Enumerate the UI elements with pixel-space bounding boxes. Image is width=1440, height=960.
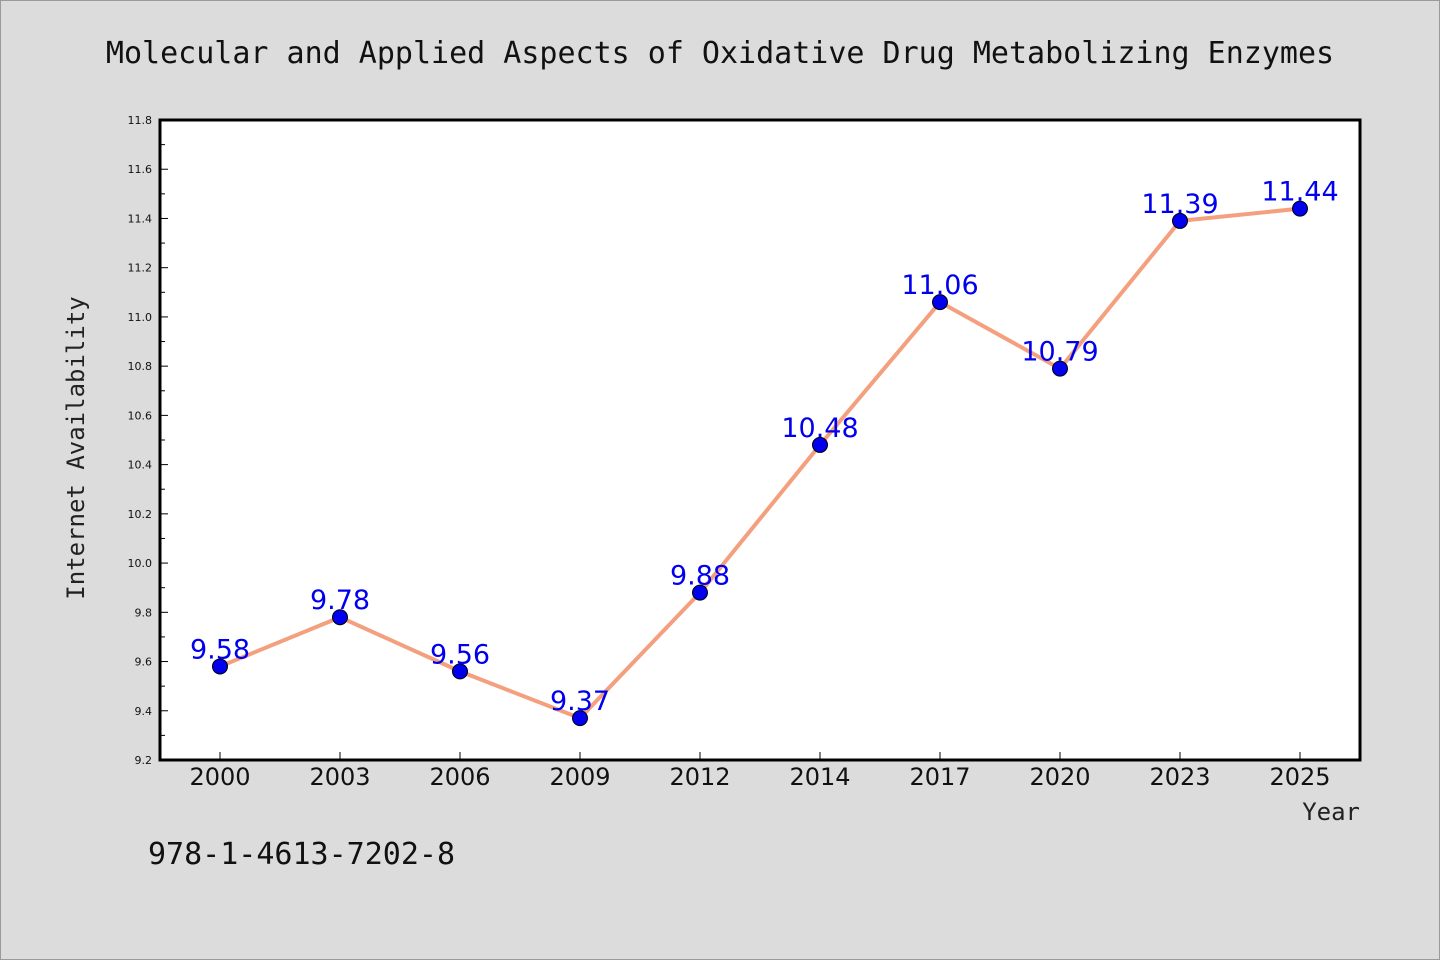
data-label: 9.56	[430, 639, 490, 670]
x-tick-label: 2006	[429, 763, 490, 791]
data-label: 9.78	[310, 585, 370, 616]
isbn-text: 978-1-4613-7202-8	[148, 837, 455, 872]
data-point	[812, 436, 828, 453]
y-tick-label: 9.8	[135, 606, 153, 619]
data-label: 10.48	[781, 413, 858, 444]
y-tick-label: 11.8	[128, 114, 153, 127]
x-tick-label: 2020	[1029, 763, 1090, 791]
y-tick-label: 11.4	[128, 212, 153, 225]
y-tick-label: 11.2	[128, 262, 153, 275]
data-label: 11.39	[1141, 189, 1218, 220]
data-label: 11.44	[1261, 177, 1338, 208]
x-tick-label: 2009	[549, 763, 610, 791]
data-label: 9.37	[550, 686, 610, 717]
x-tick-label: 2017	[909, 763, 970, 791]
y-tick-label: 11.6	[128, 163, 153, 176]
y-tick-label: 10.8	[128, 360, 153, 373]
data-label: 10.79	[1021, 337, 1098, 368]
data-label: 9.58	[190, 634, 250, 665]
y-tick-label: 9.2	[135, 754, 153, 767]
plot-area	[158, 118, 1362, 762]
x-tick-label: 2023	[1149, 763, 1210, 791]
x-tick-label: 2012	[669, 763, 730, 791]
data-point	[452, 663, 468, 680]
y-tick-label: 10.0	[128, 557, 153, 570]
data-point	[212, 658, 228, 675]
data-point	[332, 609, 348, 626]
y-axis-title: Internet Availability	[62, 296, 90, 599]
data-point	[1172, 212, 1188, 229]
y-tick-label: 11.0	[128, 311, 153, 324]
x-axis-title: Year	[1302, 798, 1360, 826]
x-tick-label: 2025	[1269, 763, 1330, 791]
series-polyline	[219, 206, 1301, 721]
series-markers	[212, 200, 1308, 727]
y-tick-label: 10.6	[128, 409, 153, 422]
data-label: 9.88	[670, 561, 730, 592]
x-tick-label: 2014	[789, 763, 850, 791]
x-axis: 2000 2003 2006 2009 2012 2014 2017 2020 2023 2025	[189, 752, 1331, 791]
data-point	[1052, 360, 1068, 377]
data-point	[692, 584, 708, 601]
x-tick-label: 2003	[309, 763, 370, 791]
y-tick-label: 10.2	[128, 508, 153, 521]
data-point	[1292, 200, 1308, 217]
chart-title: Molecular and Applied Aspects of Oxidati…	[106, 36, 1334, 71]
y-tick-label: 9.6	[135, 656, 153, 669]
x-tick-label: 2000	[189, 763, 250, 791]
y-axis: 9.2 9.4 9.6 9.8 10.0 10.2 10.4 10.6 10.8 11.0 11.2…	[128, 114, 168, 767]
series-line	[219, 206, 1301, 721]
data-label: 11.06	[901, 270, 978, 301]
data-point	[932, 294, 948, 311]
data-labels: 9.58 9.78 9.56 9.37 9.88 10.48 11.06 10.79 11.39…	[190, 177, 1339, 718]
y-tick-label: 10.4	[128, 459, 153, 472]
y-tick-label: 9.4	[135, 705, 153, 718]
data-point	[572, 710, 588, 727]
